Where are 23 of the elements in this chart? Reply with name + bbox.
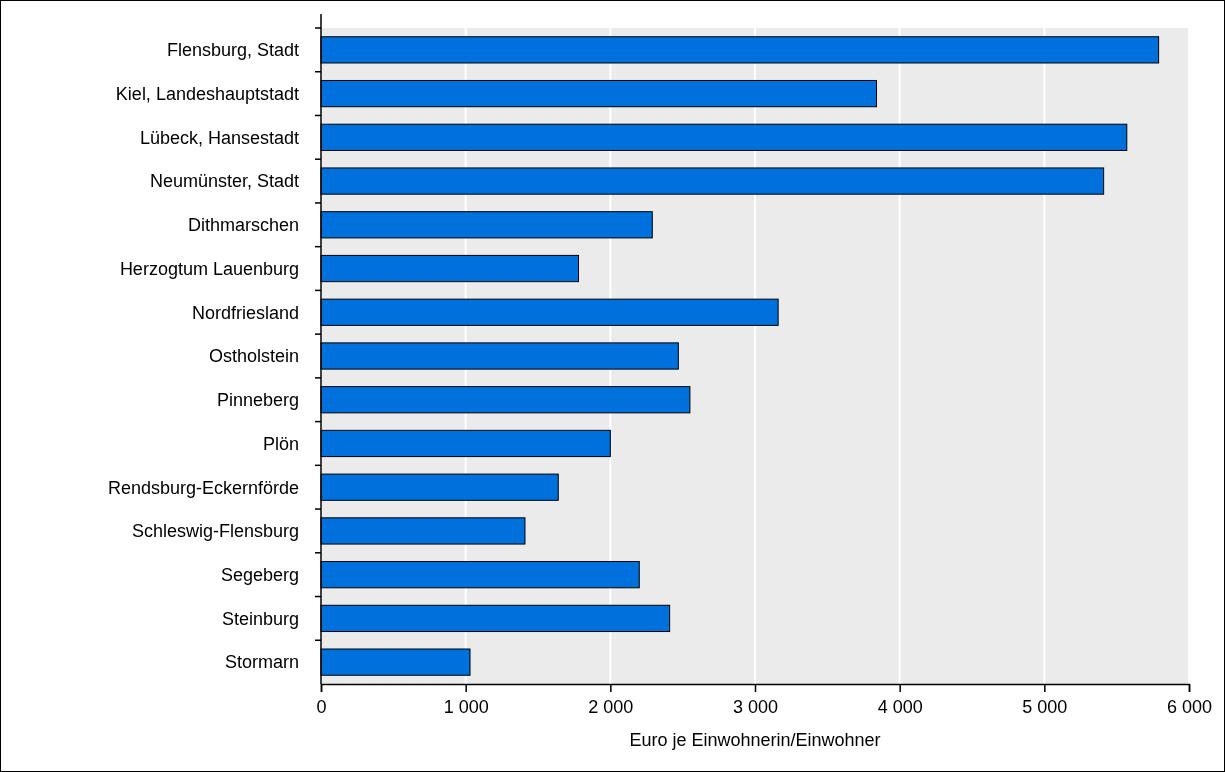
y-tick-label: Flensburg, Stadt — [166, 40, 299, 61]
y-tick-label: Stormarn — [224, 652, 299, 673]
x-axis-title: Euro je Einwohnerin/Einwohner — [629, 730, 881, 750]
x-tick-label: 6 000 — [1166, 697, 1213, 717]
x-tick-label: 1 000 — [443, 697, 489, 717]
x-tick-label: 2 000 — [588, 697, 634, 717]
y-tick-label: Rendsburg-Eckernförde — [107, 477, 299, 498]
x-tick-label: 3 000 — [732, 697, 779, 717]
y-tick-label: Plön — [262, 433, 299, 454]
y-tick-label: Kiel, Landeshauptstadt — [115, 83, 299, 104]
x-tick-label: 5 000 — [1022, 697, 1068, 717]
y-tick-label: Ostholstein — [208, 346, 299, 367]
y-tick-label: Neumünster, Stadt — [149, 171, 299, 192]
x-tick-label: 4 000 — [877, 697, 923, 717]
y-tick-label: Lübeck, Hansestadt — [139, 127, 299, 148]
y-tick-label: Pinneberg — [216, 390, 299, 411]
x-tick-label: 0 — [316, 697, 327, 717]
y-tick-label: Steinburg — [221, 608, 299, 629]
y-tick-label: Dithmarschen — [187, 215, 299, 236]
y-tick-label: Nordfriesland — [191, 302, 299, 323]
y-tick-label: Herzogtum Lauenburg — [119, 258, 299, 279]
y-tick-label: Segeberg — [220, 564, 299, 585]
y-tick-label: Schleswig-Flensburg — [131, 521, 299, 542]
